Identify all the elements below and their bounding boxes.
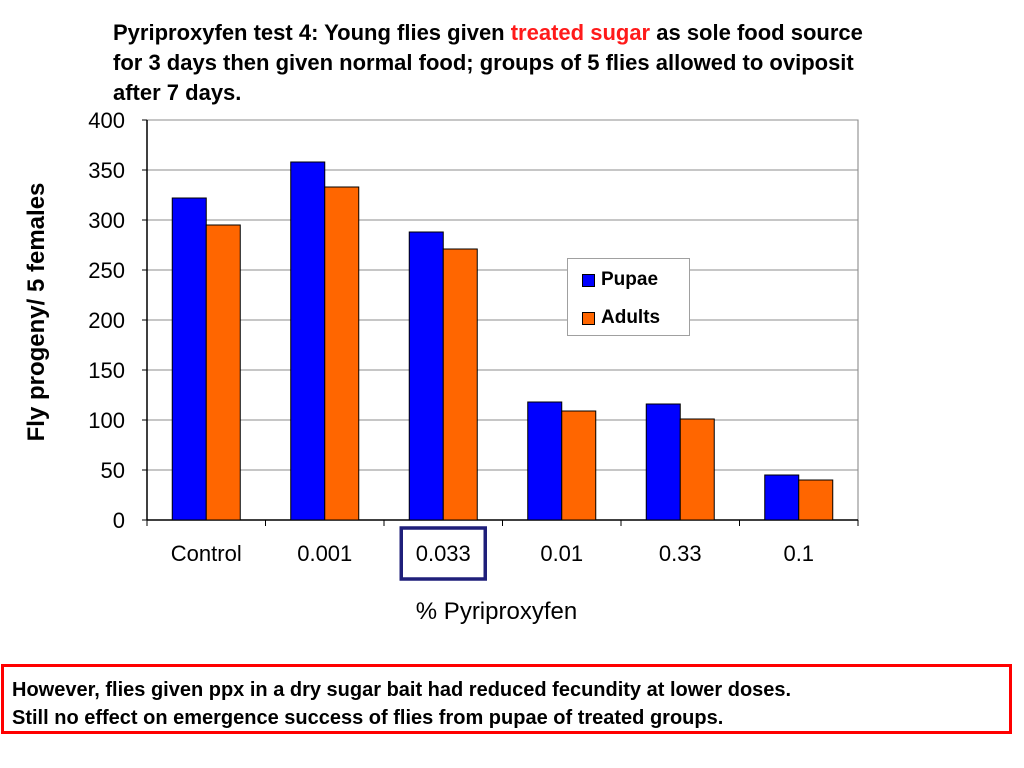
bar-pupae	[764, 474, 800, 521]
bar-adults	[205, 224, 241, 521]
y-axis-title: Fly progeny/ 5 females	[23, 183, 50, 442]
title-highlight: treated sugar	[510, 20, 651, 45]
x-tick-label: 0.001	[297, 541, 352, 566]
x-tick-label: 0.33	[659, 541, 702, 566]
highlight-box	[399, 526, 487, 581]
title-part1: Pyriproxyfen test 4: Young flies given	[113, 20, 511, 45]
y-tick-label: 150	[88, 358, 125, 383]
legend-swatch-pupae	[582, 273, 595, 287]
x-tick-label: Control	[171, 541, 242, 566]
title-part2: as sole food source for 3 days then give…	[113, 20, 863, 105]
bar-pupae	[171, 197, 207, 521]
bar-adults	[561, 410, 597, 521]
bar-pupae	[408, 231, 444, 521]
bar-adults	[324, 186, 360, 521]
y-tick-label: 50	[101, 458, 125, 483]
y-tick-label: 350	[88, 158, 125, 183]
y-tick-label: 100	[88, 408, 125, 433]
bar-chart: 0 50 100 150 200 250 300 350 400 Control 0.001 0.03…	[23, 108, 859, 625]
chart-title: Pyriproxyfen test 4: Young flies given t…	[113, 18, 873, 108]
x-tick-label: 0.01	[540, 541, 583, 566]
bar-pupae	[645, 403, 681, 521]
x-axis-title: % Pyriproxyfen	[416, 598, 577, 625]
legend-swatch-adults	[582, 311, 595, 325]
bar-adults	[798, 479, 834, 521]
bar-adults	[679, 418, 715, 521]
legend-label-adults: Adults	[601, 307, 661, 328]
x-tick-label: 0.033	[416, 541, 471, 566]
note-line-1: However, flies given ppx in a dry sugar …	[12, 679, 792, 701]
y-tick-label: 0	[113, 508, 125, 533]
bar-pupae	[290, 161, 326, 521]
legend-label-pupae: Pupae	[601, 269, 659, 290]
y-tick-label: 300	[88, 208, 125, 233]
legend: Pupae Adults	[567, 258, 690, 336]
y-tick-label: 250	[88, 258, 125, 283]
y-tick-label: 400	[88, 108, 125, 133]
bar-adults	[442, 248, 478, 521]
x-tick-label: 0.1	[783, 541, 814, 566]
legend-item-pupae: Pupae	[582, 269, 658, 291]
note-line-2: Still no effect on emergence success of …	[12, 707, 724, 729]
y-tick-label: 200	[88, 308, 125, 333]
legend-item-adults: Adults	[582, 307, 660, 329]
note-box: However, flies given ppx in a dry sugar …	[1, 664, 1012, 734]
bar-pupae	[527, 401, 563, 521]
